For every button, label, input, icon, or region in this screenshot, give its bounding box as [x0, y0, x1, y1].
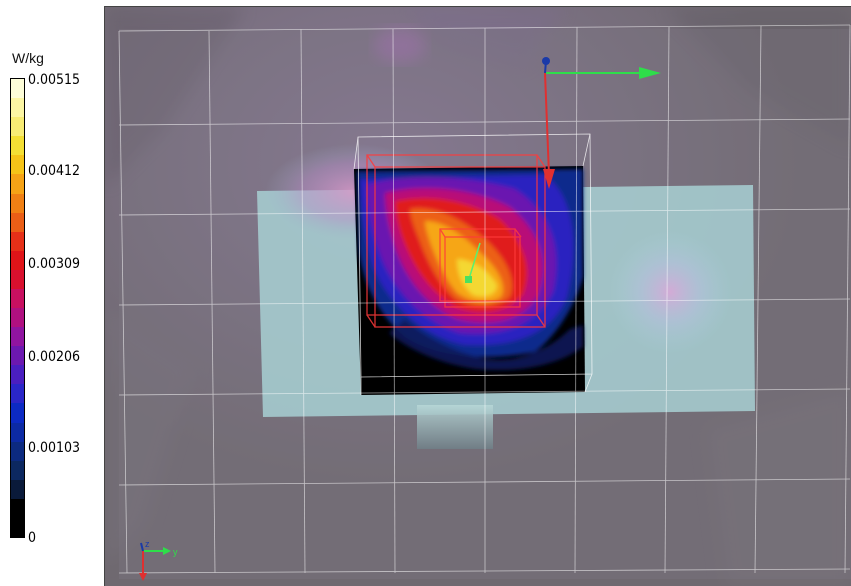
color-band — [11, 155, 24, 175]
color-band — [11, 517, 24, 538]
legend-tick-3: 0.00309 — [28, 256, 81, 272]
color-band — [11, 174, 24, 194]
3d-viewport[interactable]: z y x — [104, 6, 851, 586]
color-band — [11, 479, 24, 500]
color-band — [11, 98, 24, 118]
sar-halo-top — [374, 27, 426, 63]
reference-grid — [118, 24, 851, 574]
color-band — [11, 441, 24, 462]
color-band — [11, 231, 24, 252]
probe-marker — [465, 242, 481, 283]
color-band — [11, 403, 24, 423]
color-legend: W/kg 0.00515 0.00412 0.00309 0.00206 0.0… — [0, 0, 104, 586]
color-band — [11, 288, 24, 309]
legend-tick-2: 0.00206 — [28, 349, 81, 365]
legend-tick-1: 0.00103 — [28, 440, 81, 456]
color-band — [11, 193, 24, 214]
color-band — [11, 117, 24, 137]
color-band — [11, 422, 24, 443]
white-wire-box — [353, 133, 593, 395]
color-band — [11, 250, 24, 271]
legend-tick-min: 0 — [28, 530, 37, 546]
color-band — [11, 212, 24, 233]
legend-tick-4: 0.00412 — [28, 163, 81, 179]
color-band — [11, 384, 24, 404]
color-band — [11, 79, 24, 99]
color-band — [11, 460, 24, 481]
gizmo-x-label: x — [141, 583, 146, 586]
legend-unit: W/kg — [12, 50, 44, 66]
axes-triad[interactable] — [542, 57, 661, 189]
gizmo-z-label: z — [145, 539, 150, 549]
phantom-tab — [417, 405, 493, 449]
gizmo-y-label: y — [173, 547, 178, 557]
color-band — [11, 498, 24, 519]
legend-tick-max: 0.00515 — [28, 72, 81, 88]
color-band — [11, 308, 24, 328]
red-wire-frame — [366, 154, 546, 328]
y-axis-arrow-icon — [639, 67, 661, 79]
sar-scene[interactable]: z y x — [105, 7, 851, 586]
color-band — [11, 136, 24, 156]
sar-halo-right — [608, 230, 732, 354]
color-band — [11, 327, 24, 347]
color-band — [11, 346, 24, 366]
color-band — [11, 269, 24, 290]
color-band — [11, 365, 24, 385]
orientation-gizmo: z y x — [139, 539, 178, 586]
x-axis-arrow-icon — [543, 169, 555, 189]
color-scale-bar — [10, 78, 25, 538]
